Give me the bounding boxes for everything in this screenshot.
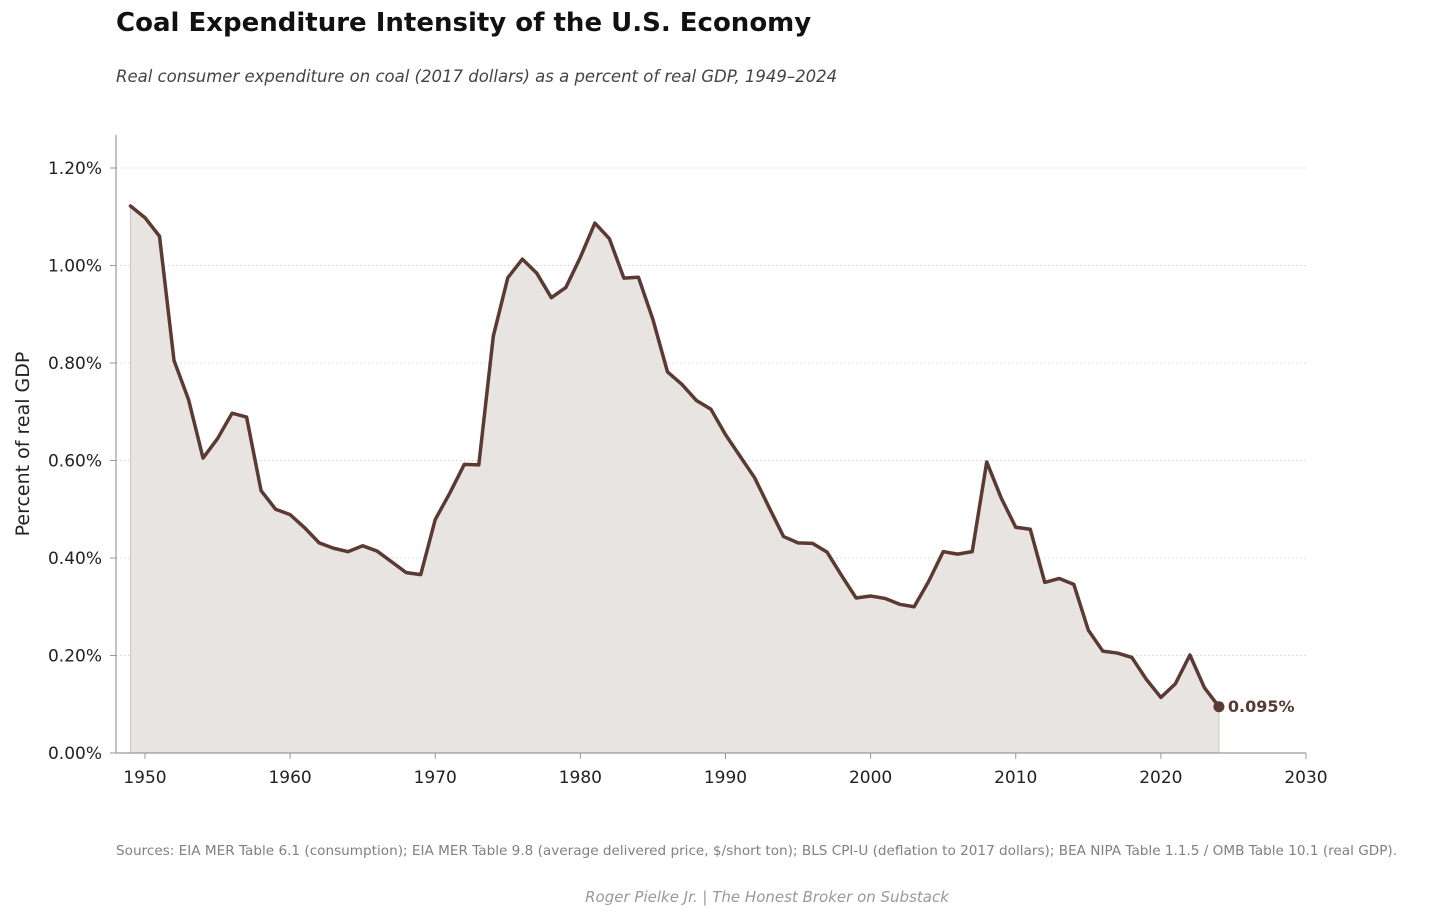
x-tick-label: 2020 <box>1139 768 1182 788</box>
x-tick-label: 2030 <box>1284 768 1327 788</box>
axes <box>115 135 1306 754</box>
x-tick-label: 2000 <box>849 768 892 788</box>
x-tick-label: 1970 <box>414 768 457 788</box>
series-line <box>128 204 1221 709</box>
y-tick-label: 1.00% <box>48 257 102 277</box>
sources-note: Sources: EIA MER Table 6.1 (consumption)… <box>116 843 1398 859</box>
x-ticks: 1950 1960 1970 1980 1990 2000 2010 2020 2030 <box>123 753 1328 788</box>
chart-title: Coal Expenditure Intensity of the U.S. E… <box>116 8 812 38</box>
end-point-marker <box>1213 701 1225 713</box>
y-tick-label: 0.20% <box>48 647 102 667</box>
credit-line: Roger Pielke Jr. | The Honest Broker on … <box>585 888 949 906</box>
y-ticks: 0.00% 0.20% 0.40% 0.60% 0.80% 1.00% 1.20% <box>48 159 116 764</box>
x-tick-label: 1960 <box>268 768 311 788</box>
y-tick-label: 0.80% <box>48 354 102 374</box>
x-tick-label: 2010 <box>994 768 1037 788</box>
end-value-label: 0.095% <box>1228 697 1295 716</box>
x-tick-label: 1980 <box>559 768 602 788</box>
y-axis-label: Percent of real GDP <box>12 352 34 537</box>
y-tick-label: 0.40% <box>48 549 102 569</box>
y-tick-label: 1.20% <box>48 159 102 179</box>
y-tick-label: 0.60% <box>48 452 102 472</box>
area-fill <box>130 206 1219 753</box>
y-tick-label: 0.00% <box>48 744 102 764</box>
chart-subtitle: Real consumer expenditure on coal (2017 … <box>116 67 838 86</box>
x-tick-label: 1950 <box>123 768 166 788</box>
x-tick-label: 1990 <box>704 768 747 788</box>
area-right-edge <box>129 206 1220 753</box>
